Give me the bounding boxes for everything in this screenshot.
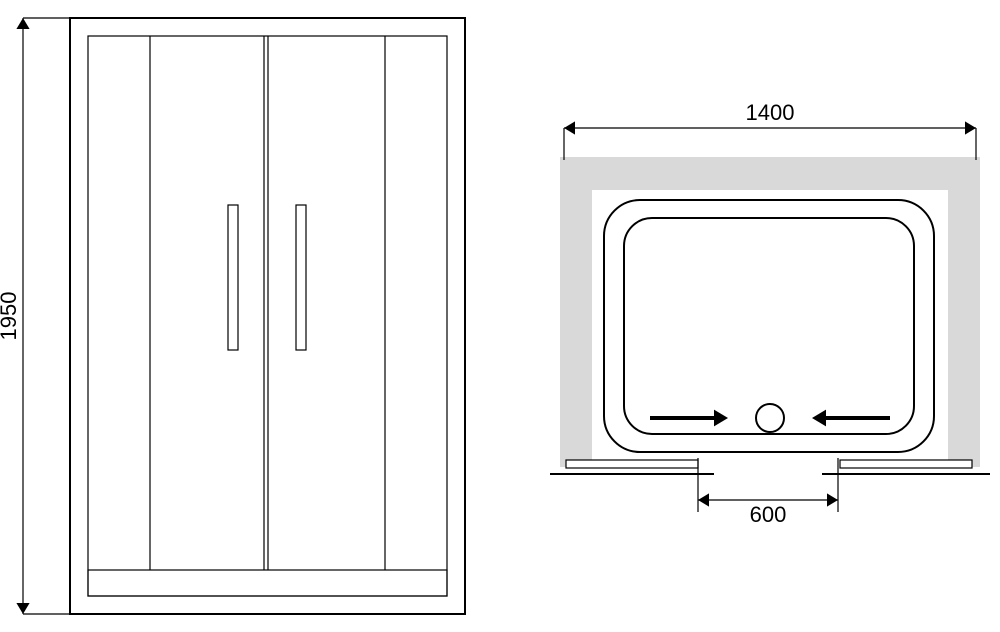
door-handle-1 bbox=[296, 205, 306, 350]
door-handle-0 bbox=[228, 205, 238, 350]
tub-inner bbox=[624, 218, 914, 434]
track-left bbox=[566, 460, 698, 468]
track-right bbox=[840, 460, 972, 468]
width-dim-label: 1400 bbox=[746, 100, 795, 125]
opening-dim-label: 600 bbox=[750, 502, 787, 527]
drain-icon bbox=[756, 404, 784, 432]
tub-outer bbox=[604, 200, 934, 452]
front-elevation: 1950 bbox=[0, 18, 465, 614]
plan-view: 1400 600 bbox=[550, 100, 990, 527]
height-dim-label: 1950 bbox=[0, 292, 21, 341]
